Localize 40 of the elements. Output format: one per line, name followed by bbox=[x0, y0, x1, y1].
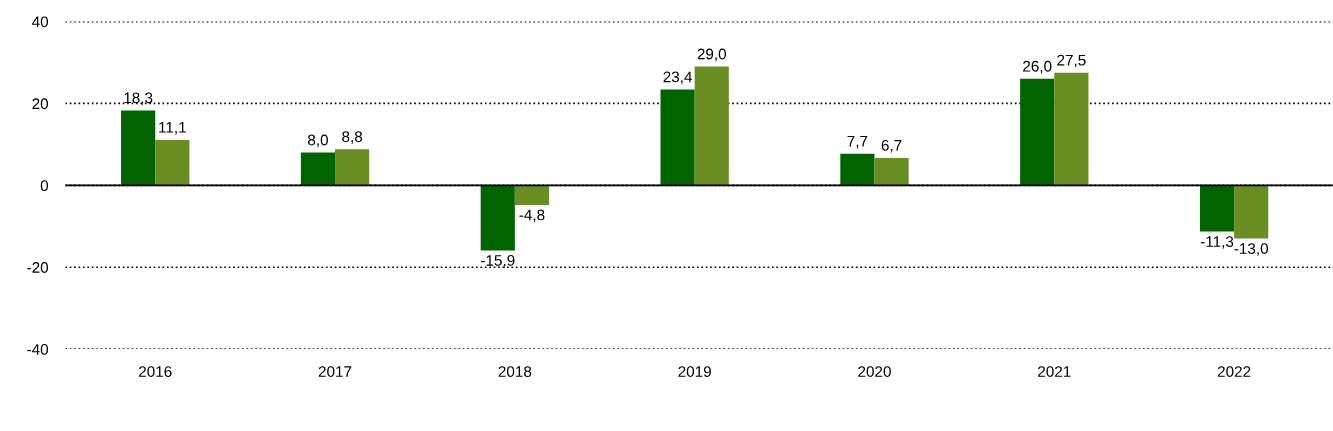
data-label: -11,3 bbox=[1200, 236, 1234, 249]
bar bbox=[300, 152, 336, 186]
x-tick-label: 2020 bbox=[858, 366, 891, 377]
x-tick-label: 2018 bbox=[498, 366, 532, 377]
data-label: 23,4 bbox=[663, 71, 692, 85]
data-label: 11,1 bbox=[159, 122, 186, 135]
bar bbox=[480, 185, 515, 251]
bar bbox=[335, 149, 370, 186]
data-label: 8,8 bbox=[342, 131, 363, 144]
x-tick-label: 2017 bbox=[318, 366, 352, 377]
data-label: 7,7 bbox=[847, 135, 868, 149]
x-tick-label: 2021 bbox=[1038, 366, 1071, 377]
bar bbox=[1199, 185, 1235, 232]
data-label: 29,0 bbox=[697, 48, 727, 62]
x-tick-label: 2022 bbox=[1217, 366, 1251, 377]
data-label: 27,5 bbox=[1057, 54, 1086, 68]
bar bbox=[1234, 185, 1269, 239]
y-tick-label: 0 bbox=[40, 180, 49, 192]
bar bbox=[121, 110, 156, 186]
bar bbox=[155, 139, 190, 186]
y-tick-label: 40 bbox=[32, 16, 49, 28]
bar bbox=[840, 153, 875, 186]
x-tick-label: 2016 bbox=[139, 366, 172, 377]
bar bbox=[1020, 78, 1055, 186]
data-label: -15,9 bbox=[481, 255, 515, 268]
data-label: 26,0 bbox=[1023, 60, 1052, 74]
y-tick-label: 20 bbox=[32, 98, 49, 110]
data-label: 18,3 bbox=[124, 92, 153, 106]
bar bbox=[660, 89, 695, 186]
bar bbox=[1054, 72, 1089, 186]
data-label: 6,7 bbox=[881, 139, 902, 153]
bar bbox=[514, 185, 550, 205]
data-label: -13,0 bbox=[1234, 243, 1268, 256]
x-tick-label: 2019 bbox=[678, 366, 711, 377]
data-label: -4,8 bbox=[519, 209, 545, 223]
bar bbox=[694, 66, 729, 186]
y-tick-label: -40 bbox=[27, 343, 49, 355]
y-tick-label: -20 bbox=[27, 262, 49, 273]
data-label: 8,0 bbox=[308, 134, 328, 148]
bar bbox=[874, 157, 909, 186]
